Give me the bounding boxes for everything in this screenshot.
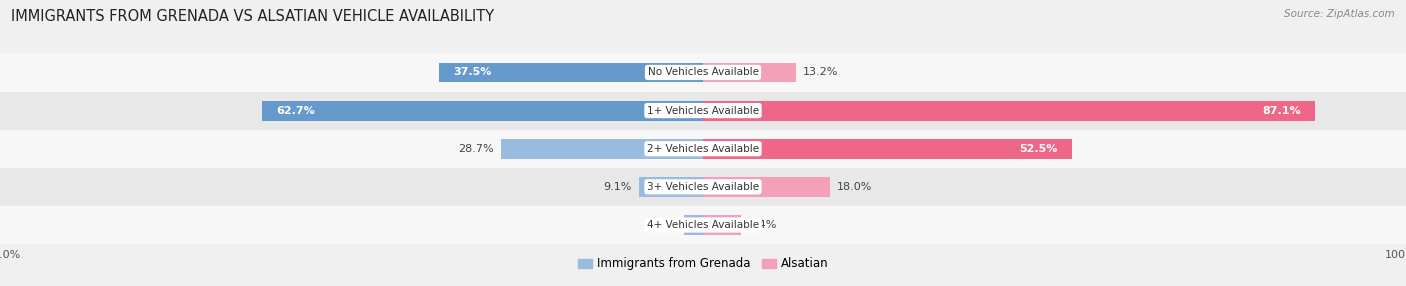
Text: 37.5%: 37.5% (453, 67, 492, 78)
Bar (0, 92, 1406, 130)
Text: IMMIGRANTS FROM GRENADA VS ALSATIAN VEHICLE AVAILABILITY: IMMIGRANTS FROM GRENADA VS ALSATIAN VEHI… (11, 9, 495, 23)
Bar (262, 101, 703, 120)
Bar (640, 177, 703, 197)
Text: 28.7%: 28.7% (458, 144, 495, 154)
Text: Source: ZipAtlas.com: Source: ZipAtlas.com (1284, 9, 1395, 19)
Text: No Vehicles Available: No Vehicles Available (648, 67, 758, 78)
Text: 62.7%: 62.7% (276, 106, 315, 116)
Text: 4+ Vehicles Available: 4+ Vehicles Available (647, 220, 759, 230)
Text: 2+ Vehicles Available: 2+ Vehicles Available (647, 144, 759, 154)
Text: 13.2%: 13.2% (803, 67, 838, 78)
Bar (685, 215, 703, 235)
Bar (703, 177, 830, 197)
Bar (703, 63, 796, 82)
Bar (0, 130, 1406, 168)
Text: 87.1%: 87.1% (1263, 106, 1302, 116)
Text: 2.7%: 2.7% (648, 220, 678, 230)
Bar (0, 206, 1406, 244)
Text: 5.4%: 5.4% (748, 220, 776, 230)
Text: 52.5%: 52.5% (1019, 144, 1057, 154)
Legend: Immigrants from Grenada, Alsatian: Immigrants from Grenada, Alsatian (572, 253, 834, 275)
Text: 18.0%: 18.0% (837, 182, 872, 192)
Bar (703, 101, 1316, 120)
Bar (703, 139, 1073, 159)
Bar (0, 53, 1406, 92)
Bar (703, 215, 741, 235)
Text: 3+ Vehicles Available: 3+ Vehicles Available (647, 182, 759, 192)
Text: 1+ Vehicles Available: 1+ Vehicles Available (647, 106, 759, 116)
Bar (0, 168, 1406, 206)
Bar (439, 63, 703, 82)
Text: 9.1%: 9.1% (603, 182, 633, 192)
Bar (502, 139, 703, 159)
